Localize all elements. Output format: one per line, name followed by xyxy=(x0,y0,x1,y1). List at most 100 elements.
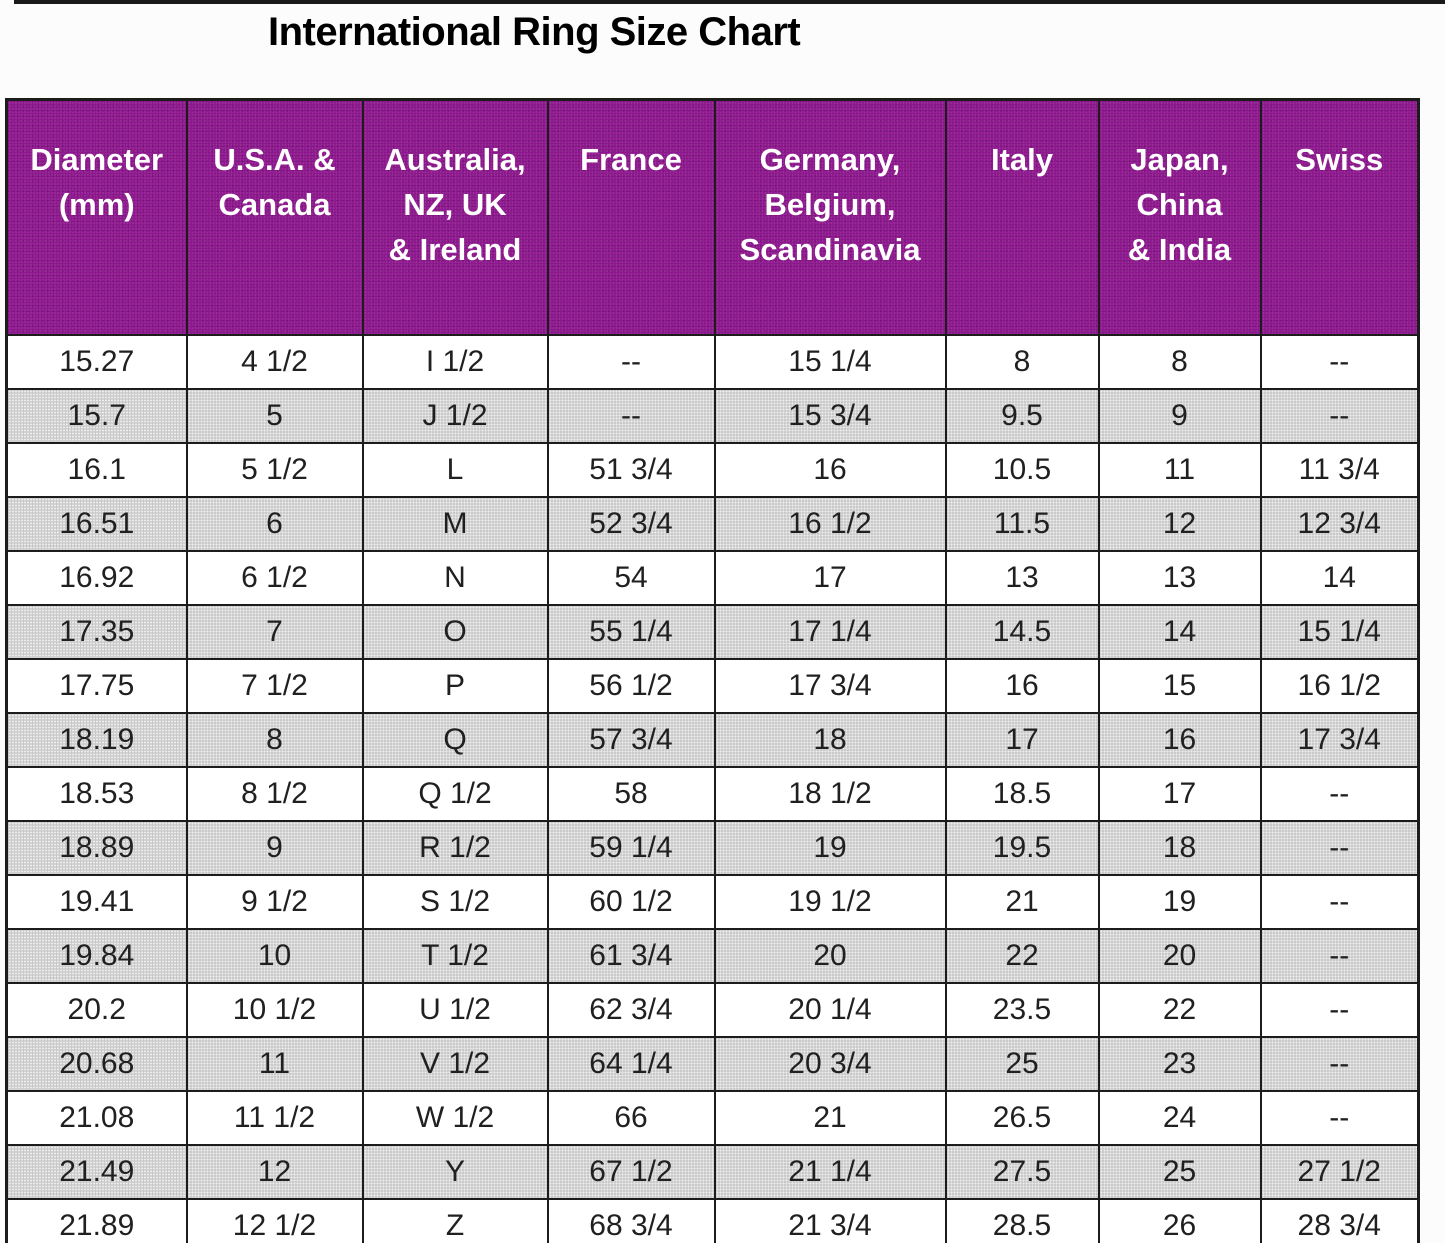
table-cell: 15.7 xyxy=(5,388,188,444)
table-cell: 17 3/4 xyxy=(713,658,947,714)
table-cell: 16.92 xyxy=(5,550,188,606)
top-border-line xyxy=(14,0,1445,4)
table-cell: -- xyxy=(1259,928,1420,984)
table-cell: R 1/2 xyxy=(361,820,549,876)
table-header: Diameter (mm) U.S.A. & Canada Australia, N… xyxy=(5,98,1420,336)
table-cell: Z xyxy=(361,1198,549,1243)
table-cell: 6 1/2 xyxy=(185,550,364,606)
table-cell: 21 xyxy=(944,874,1100,930)
table-row: 17.35 7 O 55 1/4 17 1/4 14.5 14 15 1/4 xyxy=(5,604,1420,660)
table-cell: 21 xyxy=(713,1090,947,1146)
table-cell: 8 xyxy=(944,334,1100,390)
table-cell: 12 xyxy=(185,1144,364,1200)
table-cell: 18.89 xyxy=(5,820,188,876)
table-cell: 21.89 xyxy=(5,1198,188,1243)
table-cell: 21 3/4 xyxy=(713,1198,947,1243)
table-cell: 10 xyxy=(185,928,364,984)
table-cell: 5 xyxy=(185,388,364,444)
table-cell: 17 xyxy=(1097,766,1262,822)
table-cell: 20 xyxy=(1097,928,1262,984)
column-header-7: Japan, China & India xyxy=(1097,98,1262,336)
table-cell: 64 1/4 xyxy=(546,1036,716,1092)
table-cell: 21 1/4 xyxy=(713,1144,947,1200)
table-cell: 19 1/2 xyxy=(713,874,947,930)
table-row: 18.19 8 Q 57 3/4 18 17 16 17 3/4 xyxy=(5,712,1420,768)
column-header-5: Germany, Belgium, Scandinavia xyxy=(713,98,947,336)
table-cell: -- xyxy=(546,334,716,390)
table-cell: -- xyxy=(1259,1090,1420,1146)
table-cell: 14 xyxy=(1259,550,1420,606)
table-cell: 25 xyxy=(1097,1144,1262,1200)
header-row: Diameter (mm) U.S.A. & Canada Australia, N… xyxy=(5,98,1420,336)
table-cell: 22 xyxy=(944,928,1100,984)
table-cell: 5 1/2 xyxy=(185,442,364,498)
table-cell: 8 xyxy=(1097,334,1262,390)
table-cell: 18.5 xyxy=(944,766,1100,822)
table-cell: Q xyxy=(361,712,549,768)
table-cell: 19.84 xyxy=(5,928,188,984)
table-cell: 23 xyxy=(1097,1036,1262,1092)
table-cell: 11.5 xyxy=(944,496,1100,552)
table-cell: 17.75 xyxy=(5,658,188,714)
table-cell: 10.5 xyxy=(944,442,1100,498)
table-row: 17.75 7 1/2 P 56 1/2 17 3/4 16 15 16 1/2 xyxy=(5,658,1420,714)
table-cell: -- xyxy=(1259,874,1420,930)
table-row: 21.49 12 Y 67 1/2 21 1/4 27.5 25 27 1/2 xyxy=(5,1144,1420,1200)
table-cell: Q 1/2 xyxy=(361,766,549,822)
table-row: 16.51 6 M 52 3/4 16 1/2 11.5 12 12 3/4 xyxy=(5,496,1420,552)
table-cell: 27 1/2 xyxy=(1259,1144,1420,1200)
column-header-4: France xyxy=(546,98,716,336)
table-cell: 20 xyxy=(713,928,947,984)
table-cell: O xyxy=(361,604,549,660)
table-row: 16.92 6 1/2 N 54 17 13 13 14 xyxy=(5,550,1420,606)
table-cell: V 1/2 xyxy=(361,1036,549,1092)
table-row: 15.27 4 1/2 I 1/2 -- 15 1/4 8 8 -- xyxy=(5,334,1420,390)
table-cell: 8 1/2 xyxy=(185,766,364,822)
table-cell: 62 3/4 xyxy=(546,982,716,1038)
column-header-8: Swiss xyxy=(1259,98,1420,336)
column-header-1: Diameter (mm) xyxy=(5,98,188,336)
table-cell: 66 xyxy=(546,1090,716,1146)
table-cell: 59 1/4 xyxy=(546,820,716,876)
table-cell: 9 xyxy=(1097,388,1262,444)
table-cell: 10 1/2 xyxy=(185,982,364,1038)
column-header-6: Italy xyxy=(944,98,1100,336)
table-cell: 16.51 xyxy=(5,496,188,552)
table-cell: M xyxy=(361,496,549,552)
table-cell: 19.41 xyxy=(5,874,188,930)
table-row: 19.84 10 T 1/2 61 3/4 20 22 20 -- xyxy=(5,928,1420,984)
table-cell: 7 xyxy=(185,604,364,660)
table-cell: 15 1/4 xyxy=(713,334,947,390)
ring-size-table: Diameter (mm) U.S.A. & Canada Australia, N… xyxy=(5,98,1420,1243)
table-cell: 9.5 xyxy=(944,388,1100,444)
table-cell: 16 1/2 xyxy=(1259,658,1420,714)
table-cell: -- xyxy=(1259,766,1420,822)
table-cell: S 1/2 xyxy=(361,874,549,930)
table-cell: 13 xyxy=(944,550,1100,606)
table-cell: 61 3/4 xyxy=(546,928,716,984)
table-row: 20.68 11 V 1/2 64 1/4 20 3/4 25 23 -- xyxy=(5,1036,1420,1092)
table-cell: 28.5 xyxy=(944,1198,1100,1243)
table-cell: T 1/2 xyxy=(361,928,549,984)
table-cell: 18 xyxy=(1097,820,1262,876)
table-cell: P xyxy=(361,658,549,714)
table-cell: 17 xyxy=(944,712,1100,768)
table-cell: 25 xyxy=(944,1036,1100,1092)
table-cell: 58 xyxy=(546,766,716,822)
table-cell: 18.19 xyxy=(5,712,188,768)
table-cell: -- xyxy=(1259,334,1420,390)
table-cell: 20.2 xyxy=(5,982,188,1038)
table-row: 21.89 12 1/2 Z 68 3/4 21 3/4 28.5 26 28 3/4 xyxy=(5,1198,1420,1243)
table-cell: 9 xyxy=(185,820,364,876)
table-row: 16.1 5 1/2 L 51 3/4 16 10.5 11 11 3/4 xyxy=(5,442,1420,498)
table-cell: N xyxy=(361,550,549,606)
table-cell: 19 xyxy=(713,820,947,876)
table-cell: 18 1/2 xyxy=(713,766,947,822)
table-cell: 16.1 xyxy=(5,442,188,498)
table-cell: 12 1/2 xyxy=(185,1198,364,1243)
table-cell: 57 3/4 xyxy=(546,712,716,768)
table-cell: 17 xyxy=(713,550,947,606)
table-cell: -- xyxy=(1259,388,1420,444)
page-title: International Ring Size Chart xyxy=(268,10,801,54)
table-cell: 15.27 xyxy=(5,334,188,390)
